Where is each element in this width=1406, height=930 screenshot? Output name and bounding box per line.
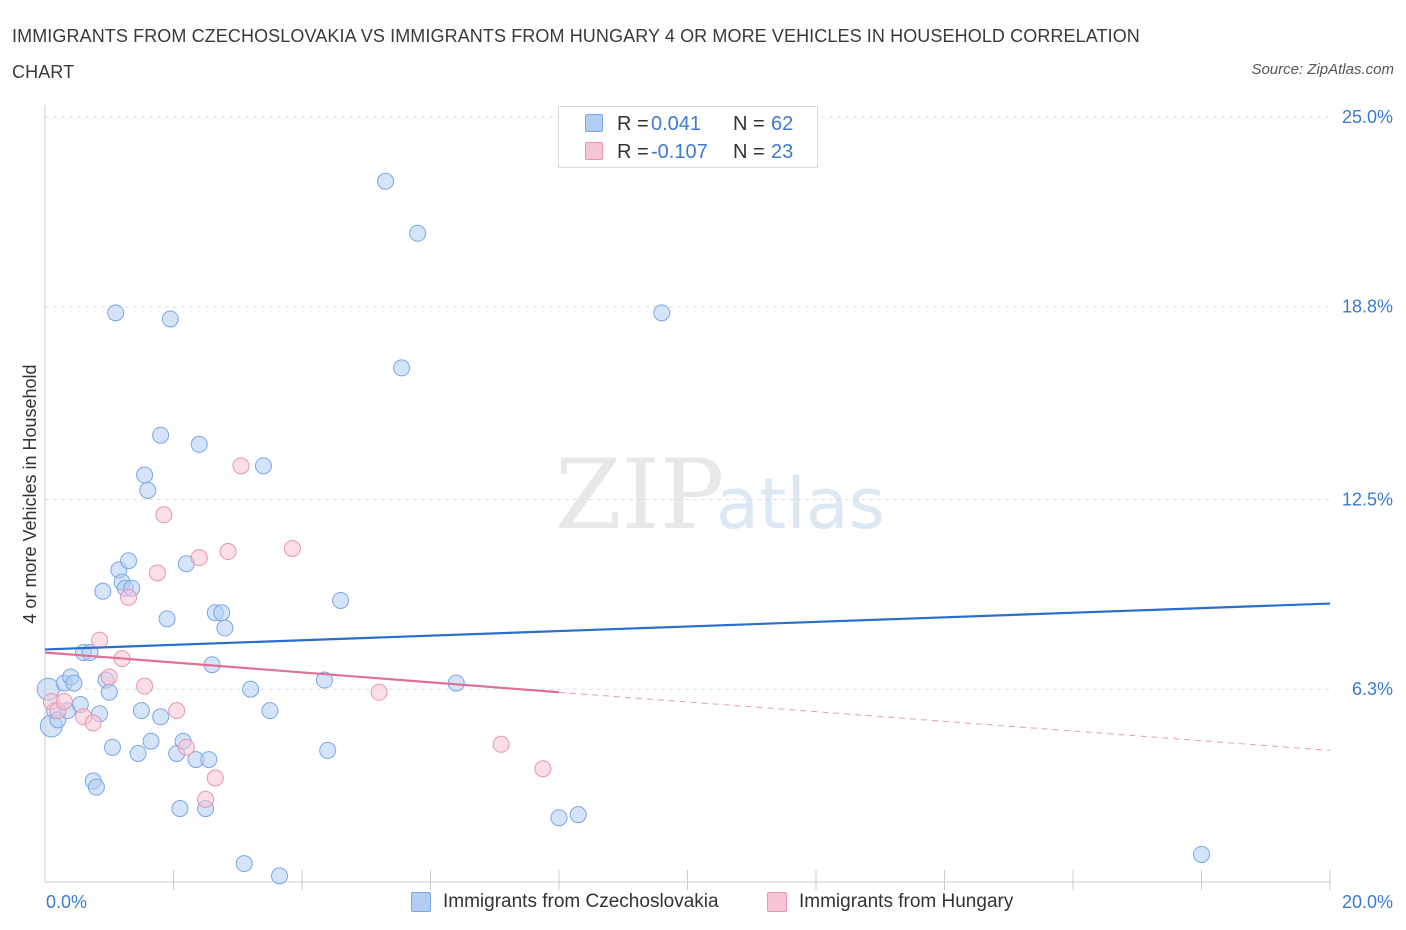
czechoslovakia-point [1193, 845, 1210, 863]
czechoslovakia-point [377, 172, 395, 190]
czechoslovakia-point [87, 778, 105, 796]
czechoslovakia-point [271, 867, 289, 885]
hungary-point [232, 457, 250, 475]
czechoslovakia-point [653, 304, 671, 322]
trend-lines [44, 602, 1331, 751]
hungary-point [492, 735, 510, 753]
hungary-point [206, 769, 224, 787]
legend-swatch-blue [585, 114, 603, 132]
czechoslovakia-point [254, 457, 272, 475]
hungary-point [91, 631, 109, 649]
legend-label: Immigrants from Czechoslovakia [443, 891, 719, 912]
czechoslovakia-point [139, 481, 157, 499]
czechoslovakia-point [332, 591, 350, 609]
hungary-point [84, 714, 102, 732]
czechoslovakia-point [216, 619, 234, 637]
czechoslovakia-point [65, 674, 83, 692]
czechoslovakia-trend-line [44, 602, 1331, 651]
r-value: -0.107 [651, 141, 708, 163]
czechoslovakia-point [132, 702, 150, 720]
hungary-point [534, 760, 552, 778]
czechoslovakia-point [142, 732, 160, 750]
czechoslovakia-point [171, 800, 189, 818]
legend-swatch-pink [767, 892, 787, 912]
czechoslovakia-point [409, 224, 427, 242]
hungary-point [136, 677, 154, 695]
czechoslovakia-point [315, 671, 333, 689]
czechoslovakia-point [158, 610, 176, 628]
czechoslovakia-point [569, 806, 587, 824]
axes [44, 105, 1331, 890]
n-value: 23 [771, 141, 794, 163]
hungary-point [283, 539, 301, 557]
czechoslovakia-point [319, 741, 337, 759]
czechoslovakia-point [94, 582, 112, 600]
legend-label: Immigrants from Hungary [799, 891, 1014, 912]
gridlines [45, 116, 1330, 690]
y-tick-label: 12.5% [1342, 490, 1393, 510]
czechoslovakia-point [129, 744, 147, 762]
y-tick-label: 6.3% [1352, 679, 1393, 699]
hungary-point [190, 549, 208, 567]
y-axis-label: 4 or more Vehicles in Household [20, 364, 40, 623]
legend-swatch-blue [411, 892, 431, 912]
r-label: R = [617, 141, 649, 163]
hungary-point [197, 790, 215, 808]
czechoslovakia-point [261, 702, 279, 720]
axis-labels: 6.3% 12.5% 18.8% 25.0% 0.0% 20.0% 4 or more Ve… [20, 107, 1393, 912]
hungary-point [168, 702, 186, 720]
hungary-point [177, 738, 195, 756]
n-label: N = [733, 113, 765, 135]
r-label: R = [617, 113, 649, 135]
czechoslovakia-point [152, 708, 170, 726]
hungary-trend-line-extended [558, 691, 1331, 751]
hungary-point [120, 588, 138, 606]
hungary-point [155, 506, 173, 524]
czechoslovakia-point [136, 466, 154, 484]
data-points [36, 172, 1210, 885]
r-value: 0.041 [651, 113, 702, 135]
hungary-point [55, 692, 73, 710]
chart-title: IMMIGRANTS FROM CZECHOSLOVAKIA VS IMMIGR… [12, 26, 1140, 82]
czechoslovakia-point [100, 683, 118, 701]
hungary-point [219, 543, 237, 561]
watermark: ZIP atlas [555, 439, 885, 551]
y-tick-label: 25.0% [1342, 107, 1393, 127]
hungary-point [370, 683, 388, 701]
x-tick-label-min: 0.0% [46, 892, 87, 912]
legend-swatch-pink [585, 142, 603, 160]
czechoslovakia-point [120, 552, 138, 570]
czechoslovakia-point [550, 809, 568, 827]
czechoslovakia-point [393, 359, 411, 377]
czechoslovakia-point [190, 435, 208, 453]
hungary-point [148, 564, 166, 582]
czechoslovakia-point [235, 855, 253, 873]
y-tick-label: 18.8% [1342, 297, 1393, 317]
watermark-zip: ZIP [555, 439, 724, 551]
source-label: Source: ZipAtlas.com [1251, 61, 1394, 78]
czechoslovakia-point [103, 738, 121, 756]
stats-legend: R = 0.041 N = 62 R = -0.107 N = 23 [558, 106, 818, 168]
hungary-point [100, 668, 118, 686]
hungary-trend-line [44, 651, 560, 694]
czechoslovakia-point [152, 426, 170, 444]
x-tick-label-max: 20.0% [1342, 892, 1393, 912]
n-label: N = [733, 141, 765, 163]
czechoslovakia-point [161, 310, 179, 328]
watermark-atlas: atlas [716, 463, 885, 545]
czechoslovakia-point [242, 680, 260, 698]
n-value: 62 [771, 113, 794, 135]
czechoslovakia-point [200, 751, 218, 769]
czechoslovakia-point [213, 604, 231, 622]
czechoslovakia-point [107, 304, 125, 322]
